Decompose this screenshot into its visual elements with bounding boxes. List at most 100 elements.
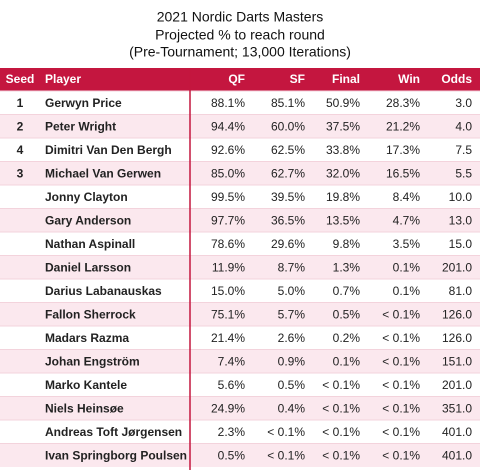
title-line: 2021 Nordic Darts Masters (157, 9, 324, 25)
cell: 3.0 (455, 96, 472, 110)
cell: 33.8% (326, 143, 360, 157)
cell: 201.0 (442, 260, 472, 274)
row-bg (0, 373, 480, 397)
cell: < 0.1% (322, 401, 360, 415)
cell: 15.0% (211, 284, 245, 298)
row-bg (0, 185, 480, 209)
cell: < 0.1% (267, 448, 305, 462)
cell: 62.7% (271, 166, 305, 180)
cell: < 0.1% (382, 425, 420, 439)
cell: 78.6% (211, 237, 245, 251)
cell: 92.6% (211, 143, 245, 157)
row-label: Marko Kantele (45, 378, 127, 392)
row-label: Ivan Springborg Poulsen (45, 448, 187, 462)
cell: 0.1% (393, 260, 421, 274)
cell: 4.0 (455, 119, 472, 133)
cell: 401.0 (442, 448, 472, 462)
cell: 13.5% (326, 213, 360, 227)
cell: < 0.1% (267, 425, 305, 439)
row-label: Nathan Aspinall (45, 237, 135, 251)
row-bg (0, 91, 480, 115)
cell: 5.6% (218, 378, 246, 392)
cell: 29.6% (271, 237, 305, 251)
row-label: 1 (17, 96, 24, 110)
cell: 39.5% (271, 190, 305, 204)
cell: 21.2% (386, 119, 420, 133)
row-label: Gerwyn Price (45, 96, 122, 110)
cell: 0.5% (278, 378, 306, 392)
cell: 16.5% (386, 166, 420, 180)
cell: 11.9% (212, 260, 245, 274)
column-header: Player (45, 72, 81, 86)
cell: 32.0% (326, 166, 360, 180)
cell: 0.9% (278, 354, 306, 368)
row-bg (0, 349, 480, 373)
row-label: 2 (17, 119, 24, 133)
cell: 126.0 (442, 331, 472, 345)
cell: 21.4% (211, 331, 245, 345)
row-label: Madars Razma (45, 331, 129, 345)
cell: 81.0 (449, 284, 473, 298)
cell: < 0.1% (382, 401, 420, 415)
cell: 10.0 (449, 190, 473, 204)
row-bg (0, 326, 480, 350)
column-header: Seed (6, 72, 35, 86)
title-line: Projected % to reach round (155, 27, 325, 43)
cell: 60.0% (271, 119, 305, 133)
cell: 85.0% (211, 166, 245, 180)
cell: 8.7% (278, 260, 306, 274)
row-label: Fallon Sherrock (45, 307, 136, 321)
row-label: Daniel Larsson (45, 260, 131, 274)
cell: 94.4% (211, 119, 245, 133)
cell: 8.4% (393, 190, 421, 204)
header-bar (0, 68, 480, 91)
cell: < 0.1% (322, 378, 360, 392)
cell: < 0.1% (322, 448, 360, 462)
cell: 0.4% (278, 401, 306, 415)
cell: 0.2% (333, 331, 361, 345)
cell: 2.6% (278, 331, 306, 345)
cell: 85.1% (271, 96, 305, 110)
cell: 36.5% (271, 213, 305, 227)
row-bg (0, 114, 480, 138)
cell: 37.5% (326, 119, 360, 133)
cell: 201.0 (442, 378, 472, 392)
cell: 0.7% (333, 284, 361, 298)
row-label: Johan Engström (45, 354, 140, 368)
cell: 7.5 (455, 143, 472, 157)
cell: 2.3% (218, 425, 246, 439)
cell: 401.0 (442, 425, 472, 439)
cell: 5.5 (455, 166, 472, 180)
cell: < 0.1% (382, 307, 420, 321)
row-bg (0, 255, 480, 279)
cell: 13.0 (449, 213, 473, 227)
row-bg (0, 232, 480, 256)
cell: < 0.1% (382, 354, 420, 368)
cell: 75.1% (211, 307, 245, 321)
row-label: Andreas Toft Jørgensen (45, 425, 182, 439)
cell: < 0.1% (382, 448, 420, 462)
row-label: Michael Van Gerwen (45, 166, 161, 180)
cell: 7.4% (218, 354, 246, 368)
row-bg (0, 138, 480, 162)
cell: 24.9% (211, 401, 245, 415)
cell: 99.5% (211, 190, 245, 204)
cell: < 0.1% (382, 378, 420, 392)
cell: 0.1% (333, 354, 361, 368)
cell: 351.0 (442, 401, 472, 415)
cell: 151.0 (442, 354, 472, 368)
column-header: SF (290, 72, 305, 86)
column-header: Final (332, 72, 360, 86)
cell: 0.5% (218, 448, 246, 462)
cell: 0.5% (333, 307, 361, 321)
cell: 5.7% (278, 307, 306, 321)
cell: < 0.1% (382, 331, 420, 345)
cell: 50.9% (326, 96, 360, 110)
row-label: Gary Anderson (45, 213, 131, 227)
row-label: 4 (17, 143, 24, 157)
row-bg (0, 161, 480, 185)
cell: 9.8% (333, 237, 361, 251)
row-bg (0, 208, 480, 232)
row-bg (0, 302, 480, 326)
